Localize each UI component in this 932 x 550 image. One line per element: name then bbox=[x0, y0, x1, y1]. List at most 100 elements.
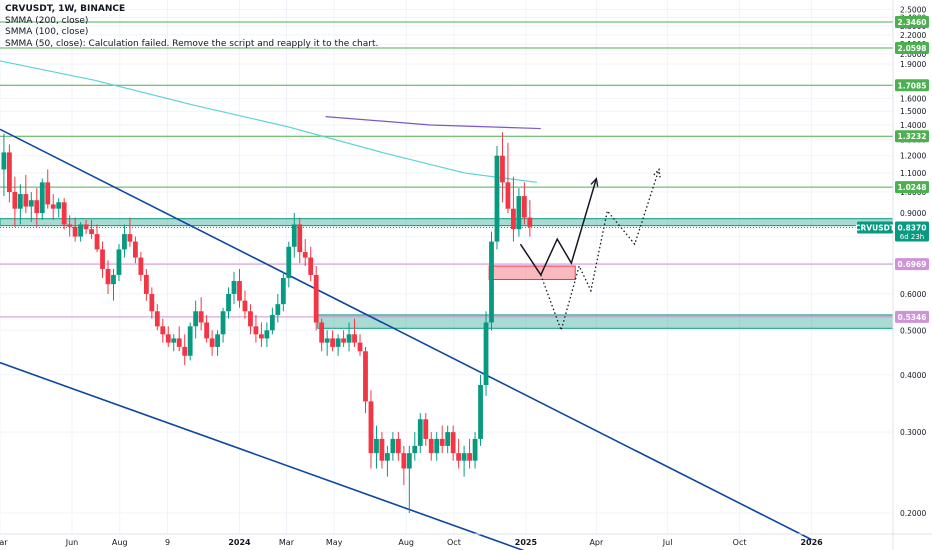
candle-body bbox=[313, 274, 319, 323]
moving-average-line bbox=[0, 60, 537, 183]
candle-body bbox=[456, 453, 462, 461]
trendlines bbox=[0, 128, 812, 550]
level-badge-text: 1.0248 bbox=[898, 183, 927, 192]
level-badge-text: 0.5346 bbox=[898, 313, 927, 322]
candle-body bbox=[132, 241, 138, 258]
candle-body bbox=[423, 419, 429, 439]
candle-body bbox=[160, 326, 166, 335]
time-axis[interactable]: Mar Jun Aug 9 2024 Mar May Aug Oct 2025 Apr Jul Oct 2… bbox=[0, 533, 932, 547]
time-tick-label: Aug bbox=[398, 538, 414, 547]
trendline bbox=[0, 361, 525, 550]
candle-body bbox=[89, 229, 94, 235]
projection-arrowhead bbox=[590, 177, 599, 187]
time-tick-label: Jun bbox=[65, 538, 79, 547]
zone-box bbox=[488, 265, 576, 281]
legend: CRVUSDT, 1W, BINANCE SMMA (200, close) S… bbox=[5, 4, 378, 50]
candle-body bbox=[445, 432, 451, 446]
projection-path bbox=[519, 178, 598, 277]
candle-body bbox=[61, 202, 67, 225]
candle-body bbox=[374, 438, 379, 454]
candle-body bbox=[489, 241, 494, 323]
candle-body bbox=[527, 217, 533, 227]
candle-body bbox=[335, 338, 341, 347]
time-tick-label: Aug bbox=[112, 538, 128, 547]
horizontal-levels bbox=[0, 21, 893, 318]
symbol-tag bbox=[857, 221, 893, 234]
candle-body bbox=[12, 192, 18, 209]
candle-body bbox=[209, 338, 215, 347]
level-badge-text: 2.0598 bbox=[898, 44, 927, 53]
price-tick-label: 0.2000 bbox=[900, 509, 926, 518]
legend-symbol[interactable]: CRVUSDT, 1W, BINANCE bbox=[5, 4, 126, 14]
trendline bbox=[0, 128, 812, 541]
candle-body bbox=[204, 322, 210, 339]
time-tick-label: Oct bbox=[447, 538, 461, 547]
candle-body bbox=[434, 438, 440, 454]
candle-body bbox=[154, 311, 160, 327]
candle-body bbox=[521, 196, 527, 218]
level-badge bbox=[895, 41, 929, 54]
candle-body bbox=[341, 338, 346, 343]
legend-indicator[interactable]: SMMA (200, close) bbox=[5, 15, 89, 26]
projection-path bbox=[540, 169, 660, 333]
candle-body bbox=[143, 274, 149, 294]
candle-body bbox=[237, 281, 242, 301]
level-badge-text: 1.7085 bbox=[898, 81, 927, 90]
candle-body bbox=[138, 257, 144, 275]
candle-body bbox=[352, 334, 357, 343]
candle-body bbox=[165, 334, 171, 343]
candle-body bbox=[242, 300, 248, 312]
price-tick-label: 1.1000 bbox=[900, 169, 926, 178]
candle-body bbox=[286, 246, 292, 278]
candle-body bbox=[269, 314, 275, 331]
candle-body bbox=[187, 326, 193, 356]
candle-body bbox=[390, 438, 396, 454]
candle-body bbox=[346, 334, 352, 343]
countdown-text: 6d 23h bbox=[900, 233, 924, 241]
time-tick-label: Jul bbox=[662, 538, 673, 547]
candle-body bbox=[6, 152, 12, 193]
candle-body bbox=[259, 334, 264, 339]
candle-body bbox=[100, 249, 105, 269]
candle-body bbox=[39, 182, 45, 214]
moving-averages bbox=[0, 60, 541, 183]
candle-body bbox=[461, 453, 467, 461]
candle-body bbox=[253, 326, 259, 335]
candle-body bbox=[379, 438, 385, 461]
candle-body bbox=[395, 438, 401, 454]
price-tick-label: 2.2000 bbox=[900, 31, 926, 40]
level-badge bbox=[895, 310, 929, 323]
candle-body bbox=[220, 311, 226, 335]
price-tick-label: 2.0000 bbox=[900, 50, 926, 59]
candle-body bbox=[83, 224, 89, 230]
time-tick-label: May bbox=[326, 538, 343, 547]
price-tick-label: 1.2000 bbox=[900, 152, 926, 161]
level-badge-text: 1.3232 bbox=[898, 132, 927, 141]
current-price-badge bbox=[895, 221, 929, 242]
candle-body bbox=[319, 322, 325, 343]
candle-body bbox=[483, 322, 489, 386]
candle-body bbox=[324, 338, 330, 343]
legend-indicator[interactable]: SMMA (100, close) bbox=[5, 27, 89, 37]
candle-body bbox=[291, 224, 297, 247]
price-tick-label: 0.3000 bbox=[900, 428, 926, 437]
level-badge bbox=[895, 181, 929, 194]
legend-indicator[interactable]: SMMA (50, close): Calculation failed. Re… bbox=[5, 38, 379, 49]
time-tick-label: 2025 bbox=[515, 538, 538, 547]
candle-body bbox=[72, 226, 78, 237]
level-labels: 2.3460 2.0598 1.7085 1.3232 1.0248 0.6969 0.53… bbox=[0, 16, 929, 323]
price-tick-label: 1.4000 bbox=[900, 121, 926, 130]
price-tick-label: 2.5000 bbox=[900, 5, 926, 14]
level-badge-text: 0.6969 bbox=[898, 260, 927, 269]
candle-body bbox=[406, 453, 412, 469]
candle-body bbox=[198, 311, 204, 323]
candle-body bbox=[264, 330, 270, 339]
candle-body bbox=[122, 234, 127, 250]
candle-body bbox=[23, 194, 29, 207]
level-badge bbox=[895, 258, 929, 271]
time-tick-label: Apr bbox=[589, 538, 604, 547]
candle-body bbox=[105, 268, 111, 285]
time-tick-label: Oct bbox=[733, 538, 747, 547]
candle-body bbox=[385, 453, 390, 461]
